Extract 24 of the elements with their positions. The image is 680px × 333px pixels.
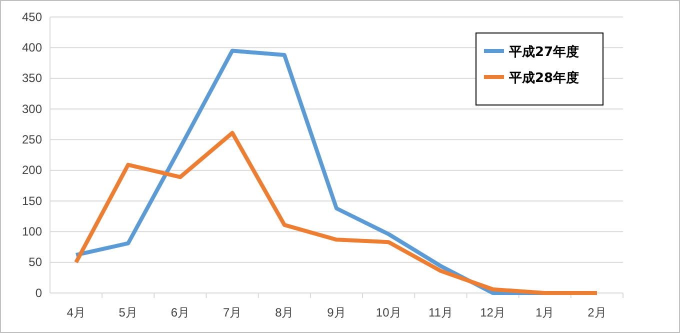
- x-tick-label: 11月: [428, 306, 453, 320]
- y-tick-label: 300: [22, 102, 42, 116]
- y-tick-label: 0: [35, 286, 42, 300]
- y-tick-label: 350: [22, 71, 42, 86]
- x-tick-label: 10月: [376, 306, 402, 320]
- x-tick-label: 9月: [327, 306, 346, 320]
- x-tick-label: 7月: [222, 306, 242, 320]
- x-tick-label: 5月: [118, 306, 138, 320]
- x-tick-label: 8月: [275, 306, 294, 320]
- y-tick-label: 250: [22, 132, 42, 147]
- y-tick-label: 450: [22, 10, 42, 24]
- y-tick-label: 100: [22, 224, 42, 239]
- legend-label: 平成27年度: [508, 44, 580, 60]
- legend-label: 平成28年度: [508, 70, 580, 86]
- x-tick-label: 6月: [170, 306, 190, 320]
- line-series: [74, 130, 599, 295]
- y-tick-label: 400: [22, 40, 42, 55]
- y-tick-label: 150: [22, 194, 42, 208]
- y-tick-label: 200: [22, 163, 42, 178]
- y-tick-label: 50: [28, 255, 42, 270]
- x-tick-label: 2月: [588, 306, 606, 320]
- x-tick-label: 4月: [66, 306, 86, 320]
- x-tick-label: 1月: [536, 306, 554, 320]
- x-tick-label: 12月: [480, 306, 506, 320]
